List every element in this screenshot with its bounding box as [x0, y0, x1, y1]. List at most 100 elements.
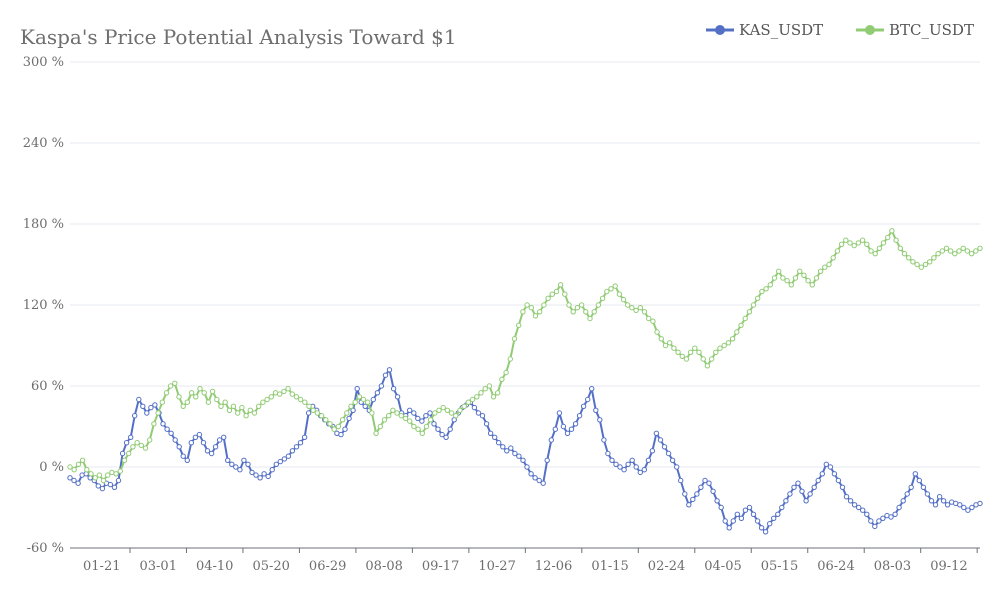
data-point[interactable] [823, 461, 829, 467]
data-point[interactable] [253, 472, 259, 478]
data-point[interactable] [346, 415, 352, 422]
data-point[interactable] [969, 504, 975, 511]
data-point[interactable] [924, 491, 931, 497]
data-point[interactable] [479, 413, 486, 419]
data-point[interactable] [197, 386, 203, 392]
data-point[interactable] [151, 421, 157, 427]
data-point[interactable] [92, 475, 98, 481]
data-point[interactable] [835, 477, 842, 484]
data-point[interactable] [801, 272, 807, 278]
data-point[interactable] [838, 241, 845, 248]
data-point[interactable] [661, 444, 668, 450]
data-point[interactable] [797, 268, 803, 274]
data-point[interactable] [641, 309, 648, 315]
data-point[interactable] [216, 437, 223, 443]
data-point[interactable] [439, 431, 445, 438]
data-point[interactable] [113, 471, 119, 477]
data-point[interactable] [386, 367, 393, 373]
data-point[interactable] [537, 309, 543, 315]
data-point[interactable] [650, 318, 656, 324]
data-point[interactable] [851, 242, 857, 249]
data-point[interactable] [469, 396, 476, 403]
data-point[interactable] [717, 345, 723, 351]
data-point[interactable] [528, 305, 534, 311]
data-point[interactable] [888, 514, 894, 520]
data-point[interactable] [260, 399, 266, 405]
data-point[interactable] [184, 399, 191, 405]
data-point[interactable] [492, 434, 498, 440]
data-point[interactable] [88, 471, 94, 477]
data-point[interactable] [847, 240, 853, 246]
data-point[interactable] [545, 295, 551, 301]
data-point[interactable] [541, 302, 547, 308]
data-point[interactable] [350, 407, 356, 413]
data-point[interactable] [264, 396, 270, 403]
data-point[interactable] [138, 442, 145, 449]
data-point[interactable] [722, 518, 728, 524]
data-point[interactable] [520, 309, 526, 315]
data-point[interactable] [176, 444, 182, 450]
legend-item-btc[interactable]: BTC_USDT [856, 21, 974, 39]
data-point[interactable] [698, 484, 704, 490]
data-point[interactable] [378, 383, 385, 389]
data-point[interactable] [436, 407, 442, 413]
data-point[interactable] [148, 404, 154, 411]
data-point[interactable] [79, 457, 86, 463]
data-point[interactable] [601, 437, 607, 443]
data-point[interactable] [71, 477, 77, 484]
data-point[interactable] [251, 410, 258, 416]
data-point[interactable] [239, 404, 245, 411]
data-point[interactable] [218, 403, 224, 409]
data-point[interactable] [931, 255, 937, 261]
data-point[interactable] [637, 469, 643, 476]
data-point[interactable] [277, 391, 283, 397]
data-point[interactable] [524, 464, 530, 470]
data-point[interactable] [788, 282, 794, 288]
data-point[interactable] [580, 403, 587, 409]
data-point[interactable] [256, 403, 262, 409]
data-point[interactable] [629, 457, 635, 463]
data-point[interactable] [226, 407, 233, 413]
data-point[interactable] [763, 286, 769, 292]
data-point[interactable] [390, 386, 397, 392]
data-point[interactable] [792, 275, 799, 281]
data-point[interactable] [257, 475, 263, 481]
data-point[interactable] [787, 491, 793, 497]
data-point[interactable] [868, 518, 874, 524]
data-point[interactable] [557, 282, 564, 288]
data-point[interactable] [935, 251, 941, 257]
data-point[interactable] [564, 430, 571, 436]
data-point[interactable] [662, 342, 669, 349]
data-point[interactable] [520, 457, 526, 463]
data-point[interactable] [868, 248, 874, 254]
data-point[interactable] [487, 430, 494, 436]
data-point[interactable] [268, 394, 274, 400]
data-point[interactable] [159, 399, 166, 405]
data-point[interactable] [665, 450, 672, 457]
data-point[interactable] [552, 426, 558, 432]
data-point[interactable] [767, 282, 773, 288]
data-point[interactable] [75, 461, 82, 467]
data-point[interactable] [297, 440, 304, 446]
data-point[interactable] [461, 403, 467, 409]
data-point[interactable] [947, 248, 954, 254]
data-point[interactable] [583, 309, 589, 315]
data-point[interactable] [900, 498, 906, 504]
data-point[interactable] [811, 484, 817, 490]
data-point[interactable] [872, 251, 878, 257]
data-point[interactable] [440, 404, 446, 411]
data-point[interactable] [237, 467, 243, 473]
data-point[interactable] [885, 234, 891, 241]
data-point[interactable] [608, 286, 614, 292]
data-point[interactable] [910, 259, 916, 265]
data-point[interactable] [370, 396, 376, 403]
data-point[interactable] [702, 477, 708, 484]
data-point[interactable] [496, 440, 502, 446]
data-point[interactable] [172, 437, 178, 443]
data-point[interactable] [201, 390, 207, 396]
data-point[interactable] [277, 458, 283, 465]
data-point[interactable] [671, 345, 677, 351]
data-point[interactable] [912, 471, 918, 477]
data-point[interactable] [690, 496, 696, 503]
data-point[interactable] [839, 484, 846, 490]
